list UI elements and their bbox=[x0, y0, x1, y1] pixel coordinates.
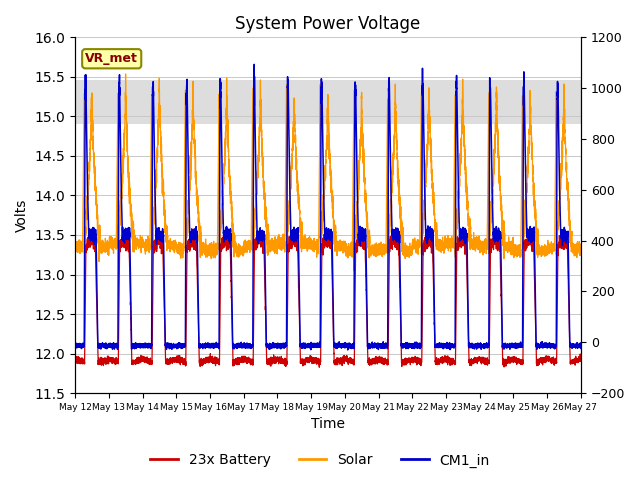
Y-axis label: Volts: Volts bbox=[15, 199, 29, 232]
X-axis label: Time: Time bbox=[311, 418, 345, 432]
Bar bbox=[75, 80, 581, 124]
Text: VR_met: VR_met bbox=[85, 52, 138, 65]
Title: System Power Voltage: System Power Voltage bbox=[236, 15, 420, 33]
Legend: 23x Battery, Solar, CM1_in: 23x Battery, Solar, CM1_in bbox=[145, 448, 495, 473]
